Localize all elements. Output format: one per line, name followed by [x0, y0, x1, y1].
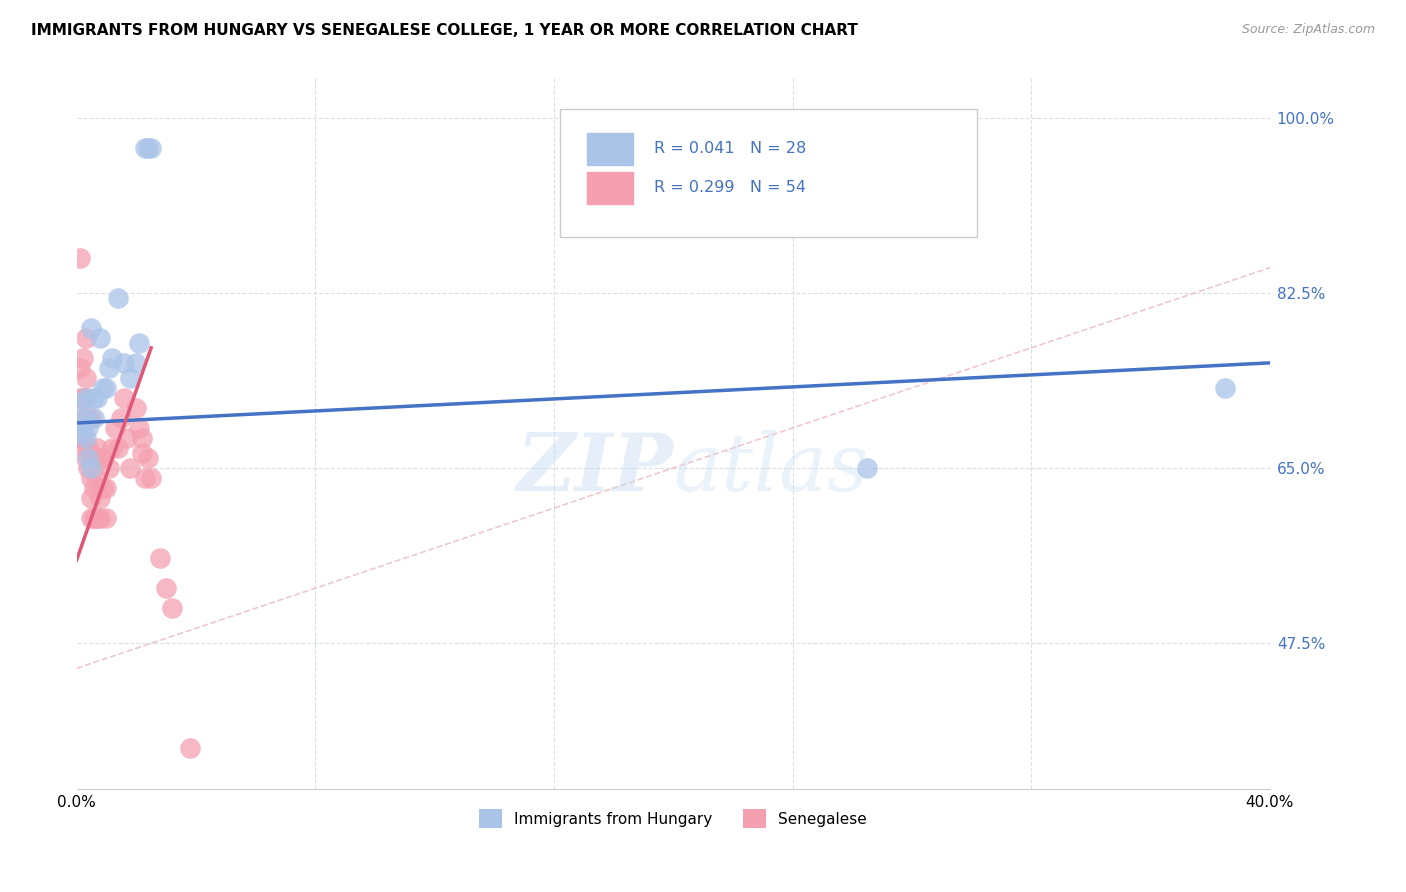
Point: [86, 471, 108, 485]
Point: [80, 411, 103, 425]
Point: [69, 431, 91, 445]
Point: [72, 431, 94, 445]
Point: [136, 140, 159, 154]
Point: [86, 511, 108, 525]
Point: [75, 431, 97, 445]
Point: [69, 391, 91, 405]
Point: [72, 391, 94, 405]
Point: [77, 450, 100, 465]
Point: [1213, 381, 1236, 395]
Point: [107, 441, 129, 455]
Point: [98, 461, 121, 475]
Point: [107, 291, 129, 305]
Point: [856, 461, 879, 475]
Point: [80, 491, 103, 505]
Point: [75, 391, 97, 405]
Point: [131, 446, 153, 460]
Point: [104, 421, 127, 435]
Point: [96, 381, 118, 395]
Text: R = 0.041   N = 28: R = 0.041 N = 28: [654, 141, 807, 156]
Point: [120, 461, 142, 475]
Point: [136, 450, 159, 465]
Point: [134, 140, 156, 154]
Point: [80, 471, 103, 485]
Point: [80, 461, 103, 475]
Point: [75, 371, 97, 385]
Point: [131, 431, 153, 445]
Point: [110, 411, 132, 425]
Point: [117, 431, 139, 445]
Point: [89, 491, 111, 505]
Point: [69, 251, 91, 265]
Point: [77, 441, 100, 455]
Point: [80, 321, 103, 335]
Point: [80, 450, 103, 465]
Point: [86, 441, 108, 455]
Point: [72, 351, 94, 365]
Point: [134, 471, 156, 485]
Point: [83, 391, 105, 405]
Point: [139, 471, 162, 485]
Point: [98, 360, 121, 375]
Point: [112, 356, 135, 370]
Point: [83, 411, 105, 425]
Text: ZIP: ZIP: [516, 430, 673, 508]
Text: IMMIGRANTS FROM HUNGARY VS SENEGALESE COLLEGE, 1 YEAR OR MORE CORRELATION CHART: IMMIGRANTS FROM HUNGARY VS SENEGALESE CO…: [31, 23, 858, 38]
Point: [75, 450, 97, 465]
Point: [77, 461, 100, 475]
Text: atlas: atlas: [673, 430, 869, 508]
Point: [93, 381, 115, 395]
Point: [75, 441, 97, 455]
Point: [69, 416, 91, 430]
Point: [93, 450, 115, 465]
Bar: [588, 171, 633, 203]
Point: [96, 511, 118, 525]
Point: [120, 371, 142, 385]
Point: [89, 331, 111, 345]
Point: [139, 140, 162, 154]
Point: [155, 581, 177, 595]
Point: [83, 511, 105, 525]
Point: [89, 511, 111, 525]
Point: [75, 411, 97, 425]
Point: [89, 450, 111, 465]
Point: [112, 391, 135, 405]
Point: [69, 396, 91, 410]
Point: [128, 335, 150, 350]
Point: [83, 481, 105, 495]
Point: [101, 351, 124, 365]
Text: Source: ZipAtlas.com: Source: ZipAtlas.com: [1241, 23, 1375, 37]
Text: R = 0.299   N = 54: R = 0.299 N = 54: [654, 180, 806, 195]
Bar: [588, 133, 633, 164]
Point: [75, 391, 97, 405]
Point: [72, 411, 94, 425]
Point: [101, 441, 124, 455]
Legend: Immigrants from Hungary, Senegalese: Immigrants from Hungary, Senegalese: [474, 804, 873, 834]
Point: [72, 425, 94, 440]
Point: [86, 391, 108, 405]
Point: [160, 601, 183, 615]
Point: [77, 411, 100, 425]
Point: [125, 401, 148, 415]
Point: [75, 331, 97, 345]
Point: [77, 421, 100, 435]
Point: [83, 450, 105, 465]
Point: [93, 481, 115, 495]
Point: [149, 551, 172, 566]
Point: [80, 511, 103, 525]
Point: [96, 481, 118, 495]
FancyBboxPatch shape: [560, 110, 977, 237]
Point: [69, 360, 91, 375]
Point: [125, 356, 148, 370]
Point: [75, 411, 97, 425]
Point: [179, 741, 201, 756]
Point: [128, 421, 150, 435]
